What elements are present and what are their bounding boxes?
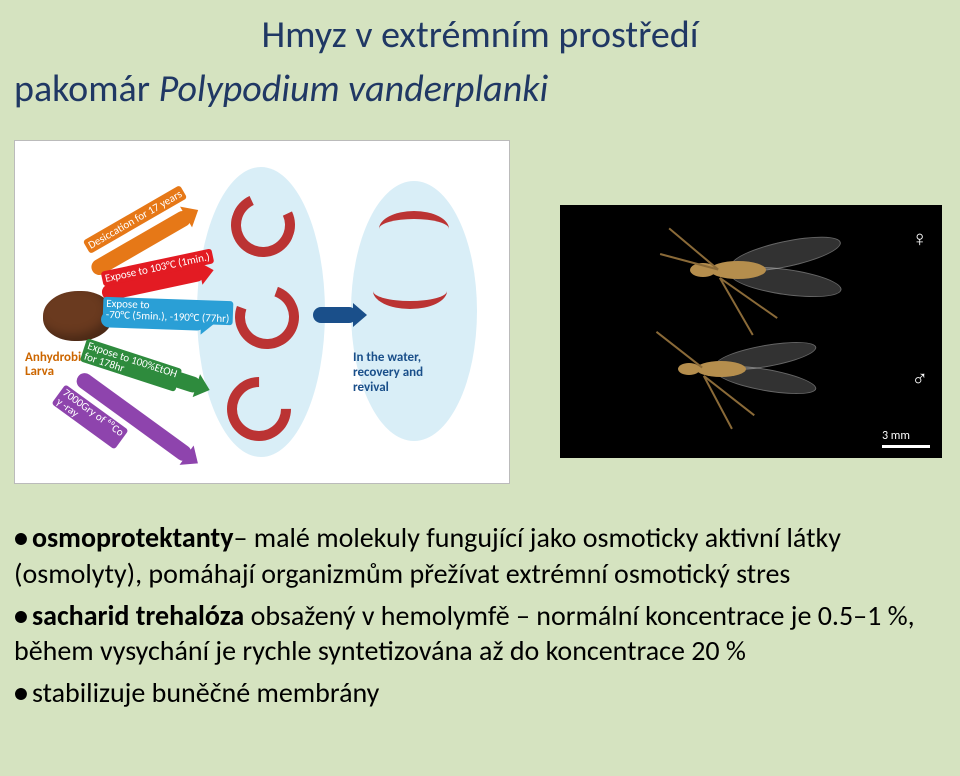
slide-title: Hmyz v extrémním prostředí — [0, 12, 960, 58]
bullet-2: •sacharid trehalóza obsažený v hemolymfě… — [14, 598, 924, 670]
female-symbol: ♀ — [912, 225, 929, 252]
diagram-panel: Anhydrobiotic Larva Desiccation for 17 y… — [14, 140, 510, 484]
subtitle-prefix: pakomár — [14, 66, 159, 112]
slide-subtitle: pakomár Polypodium vanderplanki — [14, 66, 548, 112]
water-recovery-label: In the water, recovery and revival — [353, 351, 423, 396]
male-symbol: ♂ — [912, 365, 929, 392]
subtitle-genus: Polypodium vanderplanki — [159, 66, 549, 112]
scale-bar-label: 3 mm — [882, 429, 910, 443]
bullet-dot-icon: • — [14, 675, 28, 710]
female-insect-icon — [670, 233, 840, 323]
bullet-3: •stabilizuje buněčné membrány — [14, 675, 924, 711]
bullet-2-term: sacharid trehalóza — [32, 598, 251, 633]
bullet-1-term: osmoprotektanty — [32, 520, 234, 555]
larva-label-line2: Larva — [25, 364, 54, 379]
bullet-1: •osmoprotektanty– malé molekuly fungujíc… — [14, 520, 924, 592]
specimen-photo: ♀ ♂ 3 mm — [560, 205, 942, 458]
arrow-cold-label: Expose to-70°C (5min.), -190°C (77hr) — [103, 297, 233, 326]
diagram-larva-wave-1 — [379, 211, 449, 229]
bullet-dot-icon: • — [14, 598, 28, 633]
male-insect-icon — [660, 335, 830, 425]
bullet-3-text: stabilizuje buněčné membrány — [32, 675, 379, 710]
scale-bar-line — [882, 445, 930, 448]
slide: Hmyz v extrémním prostředí pakomár Polyp… — [0, 0, 960, 776]
scale-bar: 3 mm — [882, 429, 930, 448]
diagram-larva-wave-2 — [373, 291, 447, 309]
bullet-dot-icon: • — [14, 520, 28, 555]
bullet-list: •osmoprotektanty– malé molekuly fungujíc… — [14, 520, 924, 717]
arrow-recovery — [313, 307, 357, 323]
